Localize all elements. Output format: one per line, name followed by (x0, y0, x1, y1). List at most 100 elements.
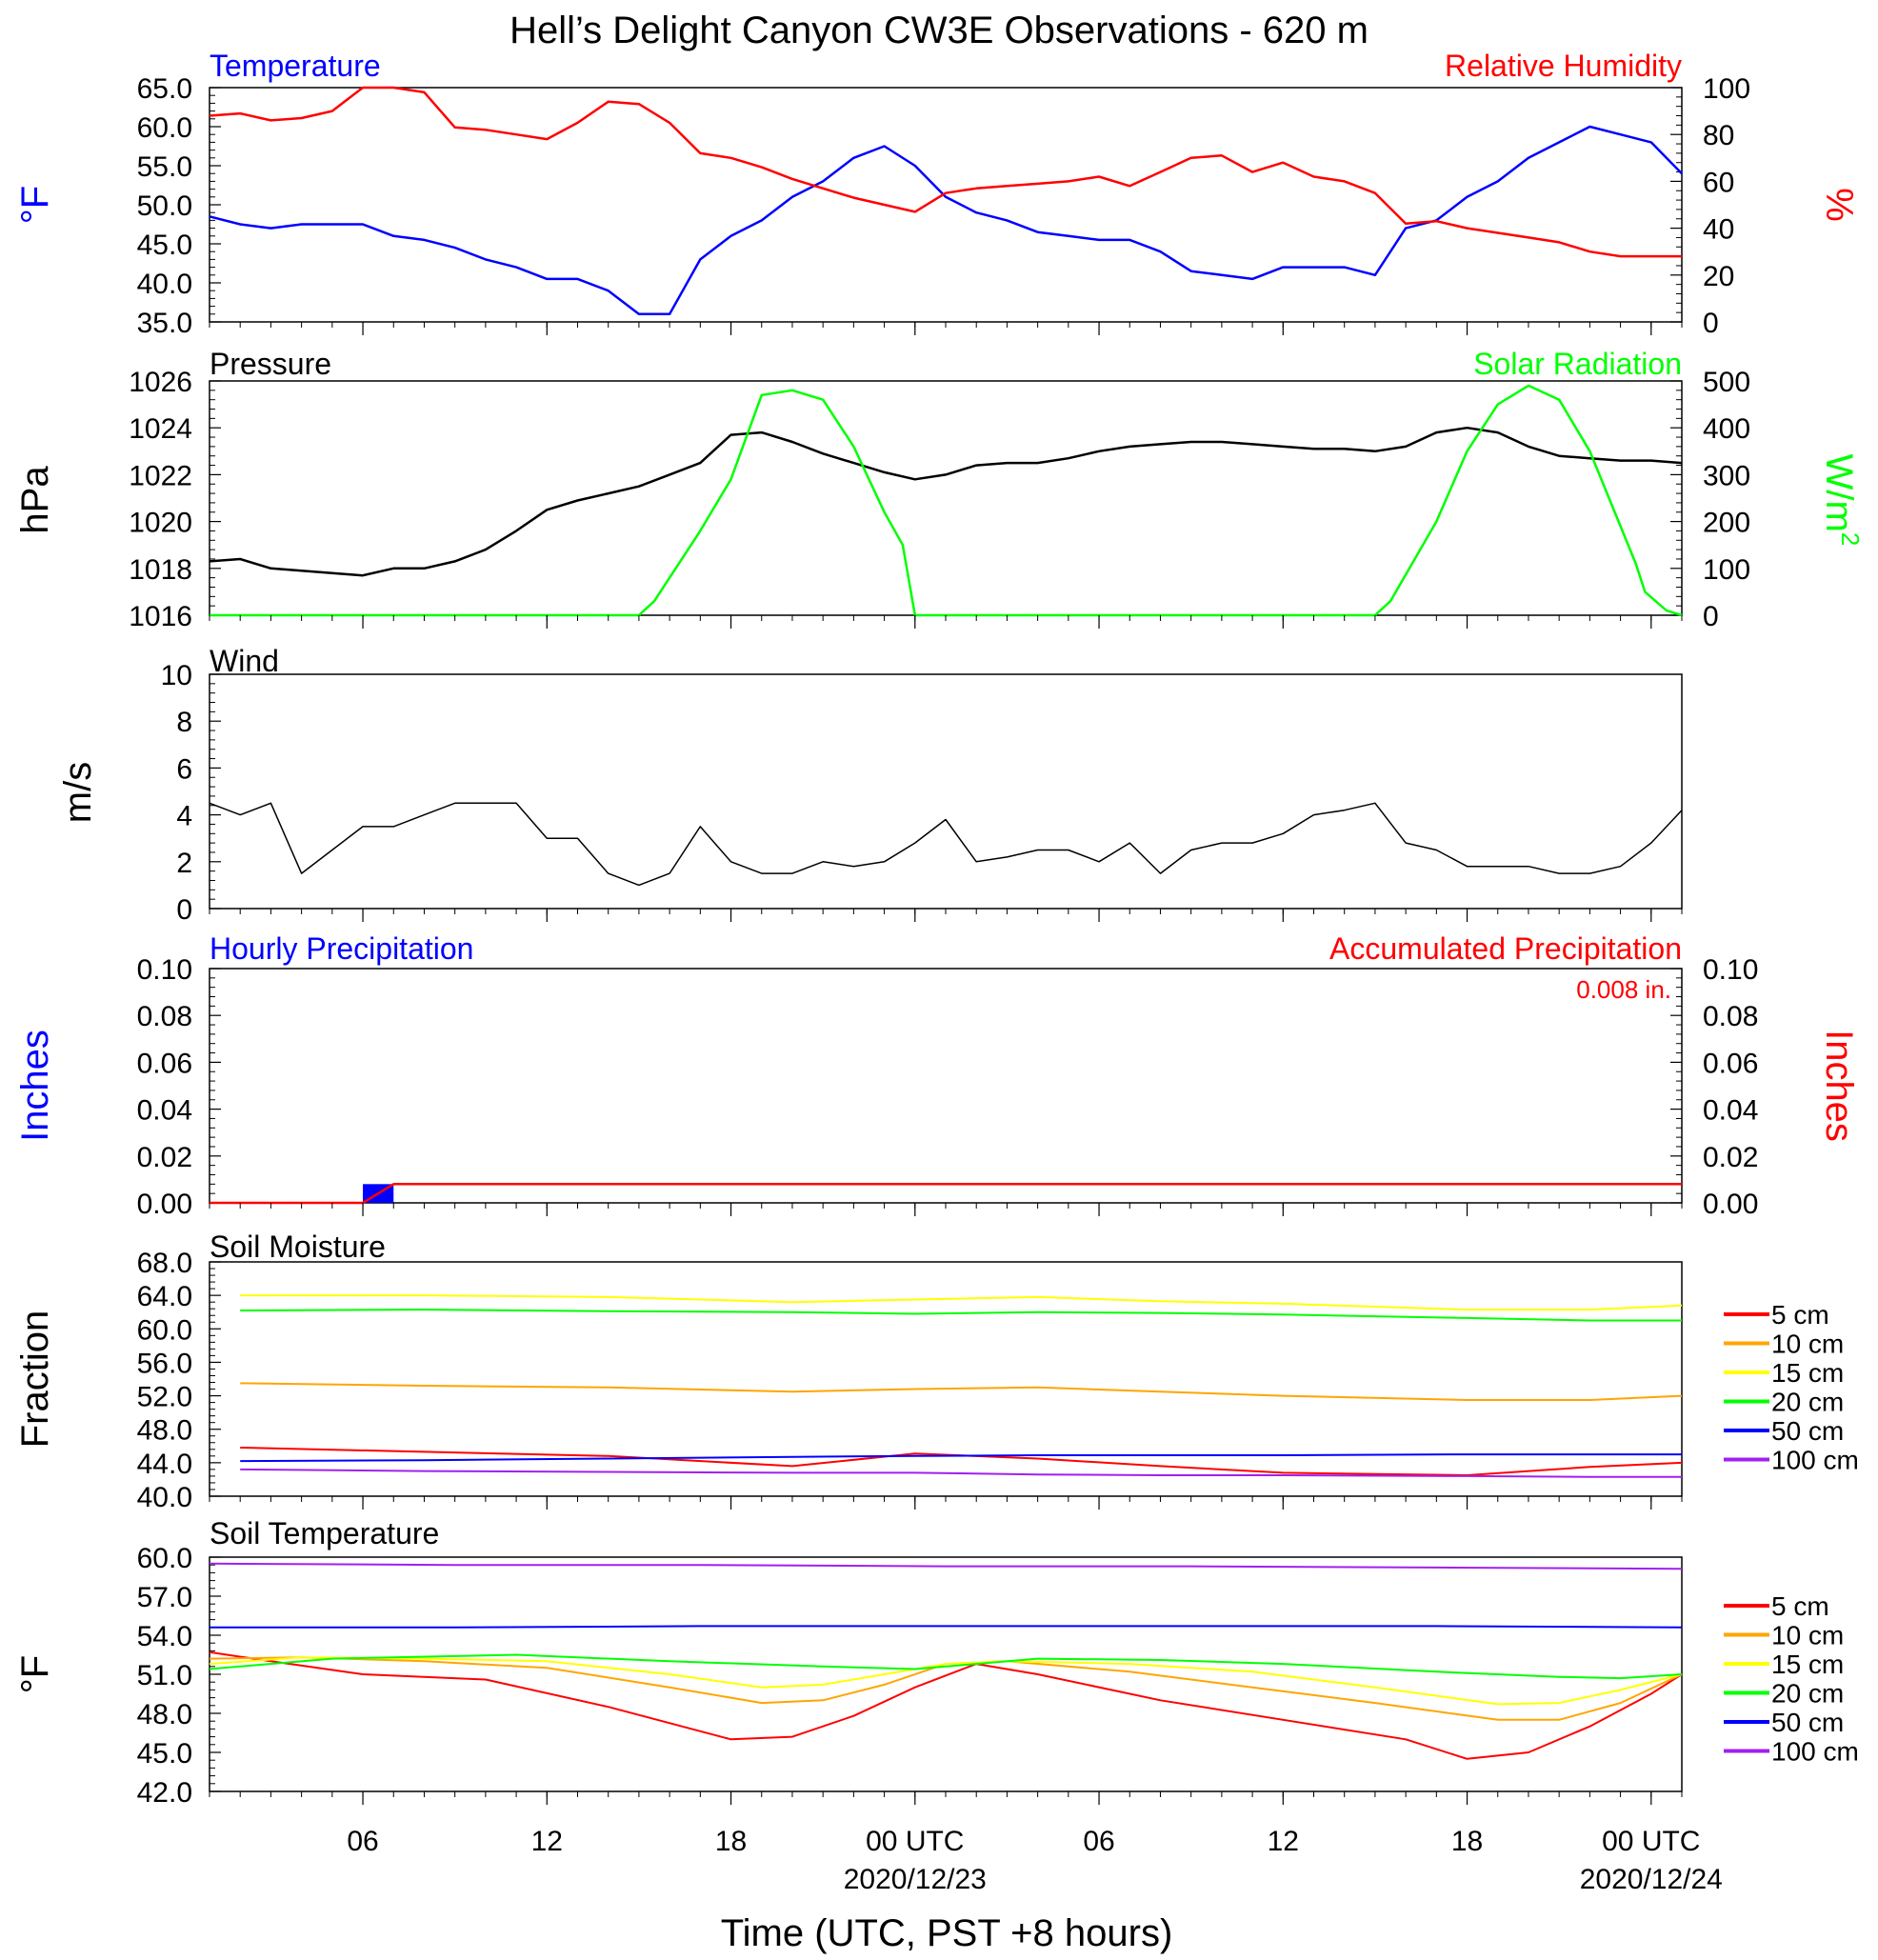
legend-label: 100 cm (1771, 1737, 1859, 1767)
solar-y-tick-label: 0 (1703, 601, 1719, 632)
precip-series (210, 1183, 1682, 1205)
temperature-y-tick-label: 50.0 (137, 190, 192, 222)
soil-moisture-ylabel: Fraction (14, 1310, 56, 1449)
soil-moisture-y-tick-label: 48.0 (137, 1415, 192, 1447)
solar-y-ticks: 500 400 300 200 100 0 (1670, 367, 1750, 632)
soil-temperature-line (210, 1625, 1683, 1629)
hourly-precip-ylabel: Inches (14, 1030, 56, 1142)
soil-temperature-y-tick-label: 57.0 (137, 1582, 192, 1613)
legend-label: 15 cm (1771, 1358, 1844, 1388)
solar-ylabel: W/m2 (1818, 454, 1865, 547)
temperature-ylabel: °F (14, 186, 56, 224)
soil-moisture-y-tick-label: 60.0 (137, 1314, 192, 1346)
legend-label: 20 cm (1771, 1679, 1844, 1709)
wind-y-ticks: 10 8 6 4 2 0 (161, 660, 221, 926)
pressure-y-tick-label: 1020 (129, 508, 192, 539)
precip-left-y-tick-label: 0.08 (137, 1001, 192, 1032)
wind-speed-line (209, 802, 1683, 887)
humidity-y-tick-label: 60 (1703, 167, 1734, 198)
temperature-title: Temperature (210, 49, 381, 83)
soil-moisture-y-tick-label: 56.0 (137, 1348, 192, 1379)
soil-moisture-series (240, 1294, 1683, 1478)
precip-left-y-tick-label: 0.06 (137, 1048, 192, 1079)
solar-y-tick-label: 100 (1703, 554, 1750, 586)
x-axis-label: Time (UTC, PST +8 hours) (721, 1912, 1173, 1954)
soil-temperature-y-tick-label: 60.0 (137, 1543, 192, 1574)
legend-label: 20 cm (1771, 1388, 1844, 1417)
humidity-line (209, 86, 1682, 258)
soil-temperature-y-tick-label: 48.0 (137, 1699, 192, 1730)
wind-y-tick-label: 6 (176, 753, 192, 785)
temperature-y-tick-label: 40.0 (137, 269, 192, 300)
legend-label: 10 cm (1771, 1621, 1844, 1650)
accumulated-precip-line (210, 1183, 1682, 1205)
soil-moisture-y-tick-label: 68.0 (137, 1248, 192, 1279)
temperature-y-tick-label: 60.0 (137, 112, 192, 144)
legend-label: 5 cm (1771, 1591, 1829, 1621)
pressure-y-tick-label: 1016 (129, 601, 192, 632)
temperature-y-tick-label: 65.0 (137, 73, 192, 105)
temperature-y-tick-label: 55.0 (137, 151, 192, 183)
precip-left-y-tick-label: 0.02 (137, 1142, 192, 1173)
soil-moisture-line (240, 1447, 1683, 1476)
soil-temperature-y-tick-label: 51.0 (137, 1660, 192, 1691)
wind-title: Wind (210, 644, 279, 678)
solar-y-tick-label: 300 (1703, 460, 1750, 491)
wind-ylabel: m/s (57, 762, 99, 823)
soil-temperature-y-ticks: 60.0 57.0 54.0 51.0 48.0 45.0 42.0 (137, 1543, 221, 1809)
humidity-ylabel: % (1818, 188, 1860, 222)
wind-y-tick-label: 0 (176, 894, 192, 926)
precip-right-y-ticks: 0.10 0.08 0.06 0.04 0.02 0.00 (1670, 954, 1758, 1220)
solar-y-tick-label: 200 (1703, 508, 1750, 539)
solar-radiation-title: Solar Radiation (1473, 347, 1682, 381)
precip-right-y-tick-label: 0.04 (1703, 1095, 1758, 1127)
x-tick-label: 18 (715, 1826, 747, 1857)
soil-moisture-y-ticks: 68.064.060.056.052.048.044.040.0 (137, 1248, 221, 1513)
x-tick-label: 00 UTC (866, 1826, 964, 1857)
legend-label: 50 cm (1771, 1708, 1844, 1737)
wind-y-tick-label: 4 (176, 801, 192, 832)
wind-series (209, 802, 1683, 887)
wind-y-tick-label: 10 (161, 660, 192, 691)
accumulated-precip-title: Accumulated Precipitation (1329, 931, 1682, 966)
soil-temperature-series (209, 1562, 1683, 1760)
humidity-y-tick-label: 40 (1703, 214, 1734, 246)
pressure-title: Pressure (210, 347, 331, 381)
precip-left-y-tick-label: 0.10 (137, 954, 192, 986)
wind-y-tick-label: 2 (176, 848, 192, 879)
pressure-y-ticks: 1026 1024 1022 1020 1018 1016 (129, 367, 221, 632)
soil-temperature-ylabel: °F (14, 1655, 56, 1693)
soil-temperature-line (209, 1562, 1683, 1570)
relative-humidity-title: Relative Humidity (1445, 49, 1682, 83)
precip-right-y-tick-label: 0.02 (1703, 1142, 1758, 1173)
humidity-y-tick-label: 100 (1703, 73, 1750, 105)
pressure-y-tick-label: 1018 (129, 554, 192, 586)
pressure-y-tick-label: 1022 (129, 460, 192, 491)
precip-right-y-tick-label: 0.00 (1703, 1189, 1758, 1220)
panel-soil-moisture: Soil Moisture Fraction 68.064.060.056.05… (14, 1230, 1859, 1513)
soil-temperature-y-tick-label: 42.0 (137, 1777, 192, 1809)
x-tick-label: 12 (531, 1826, 563, 1857)
temperature-y-tick-label: 45.0 (137, 230, 192, 261)
precip-total-label: 0.008 in. (1576, 975, 1671, 1004)
precip-right-y-tick-label: 0.06 (1703, 1048, 1758, 1079)
soil-moisture-line (240, 1382, 1683, 1401)
pressure-line (209, 426, 1683, 577)
panel-precipitation: Hourly Precipitation Accumulated Precipi… (14, 931, 1860, 1220)
pressure-y-tick-label: 1026 (129, 367, 192, 398)
humidity-y-tick-label: 0 (1703, 308, 1719, 339)
wind-y-tick-label: 8 (176, 707, 192, 738)
soil-moisture-line (240, 1468, 1682, 1478)
precip-left-y-tick-label: 0.00 (137, 1189, 192, 1220)
soil-moisture-y-tick-label: 40.0 (137, 1482, 192, 1513)
panel-temperature: Temperature Relative Humidity °F % 65.0 6… (14, 49, 1860, 339)
humidity-y-tick-label: 20 (1703, 261, 1734, 292)
x-tick-label: 06 (347, 1826, 378, 1857)
legend-label: 10 cm (1771, 1330, 1844, 1359)
x-tick-label: 00 UTC (1602, 1826, 1700, 1857)
x-tick-label: 12 (1268, 1826, 1299, 1857)
x-date-label: 2020/12/24 (1580, 1864, 1723, 1895)
